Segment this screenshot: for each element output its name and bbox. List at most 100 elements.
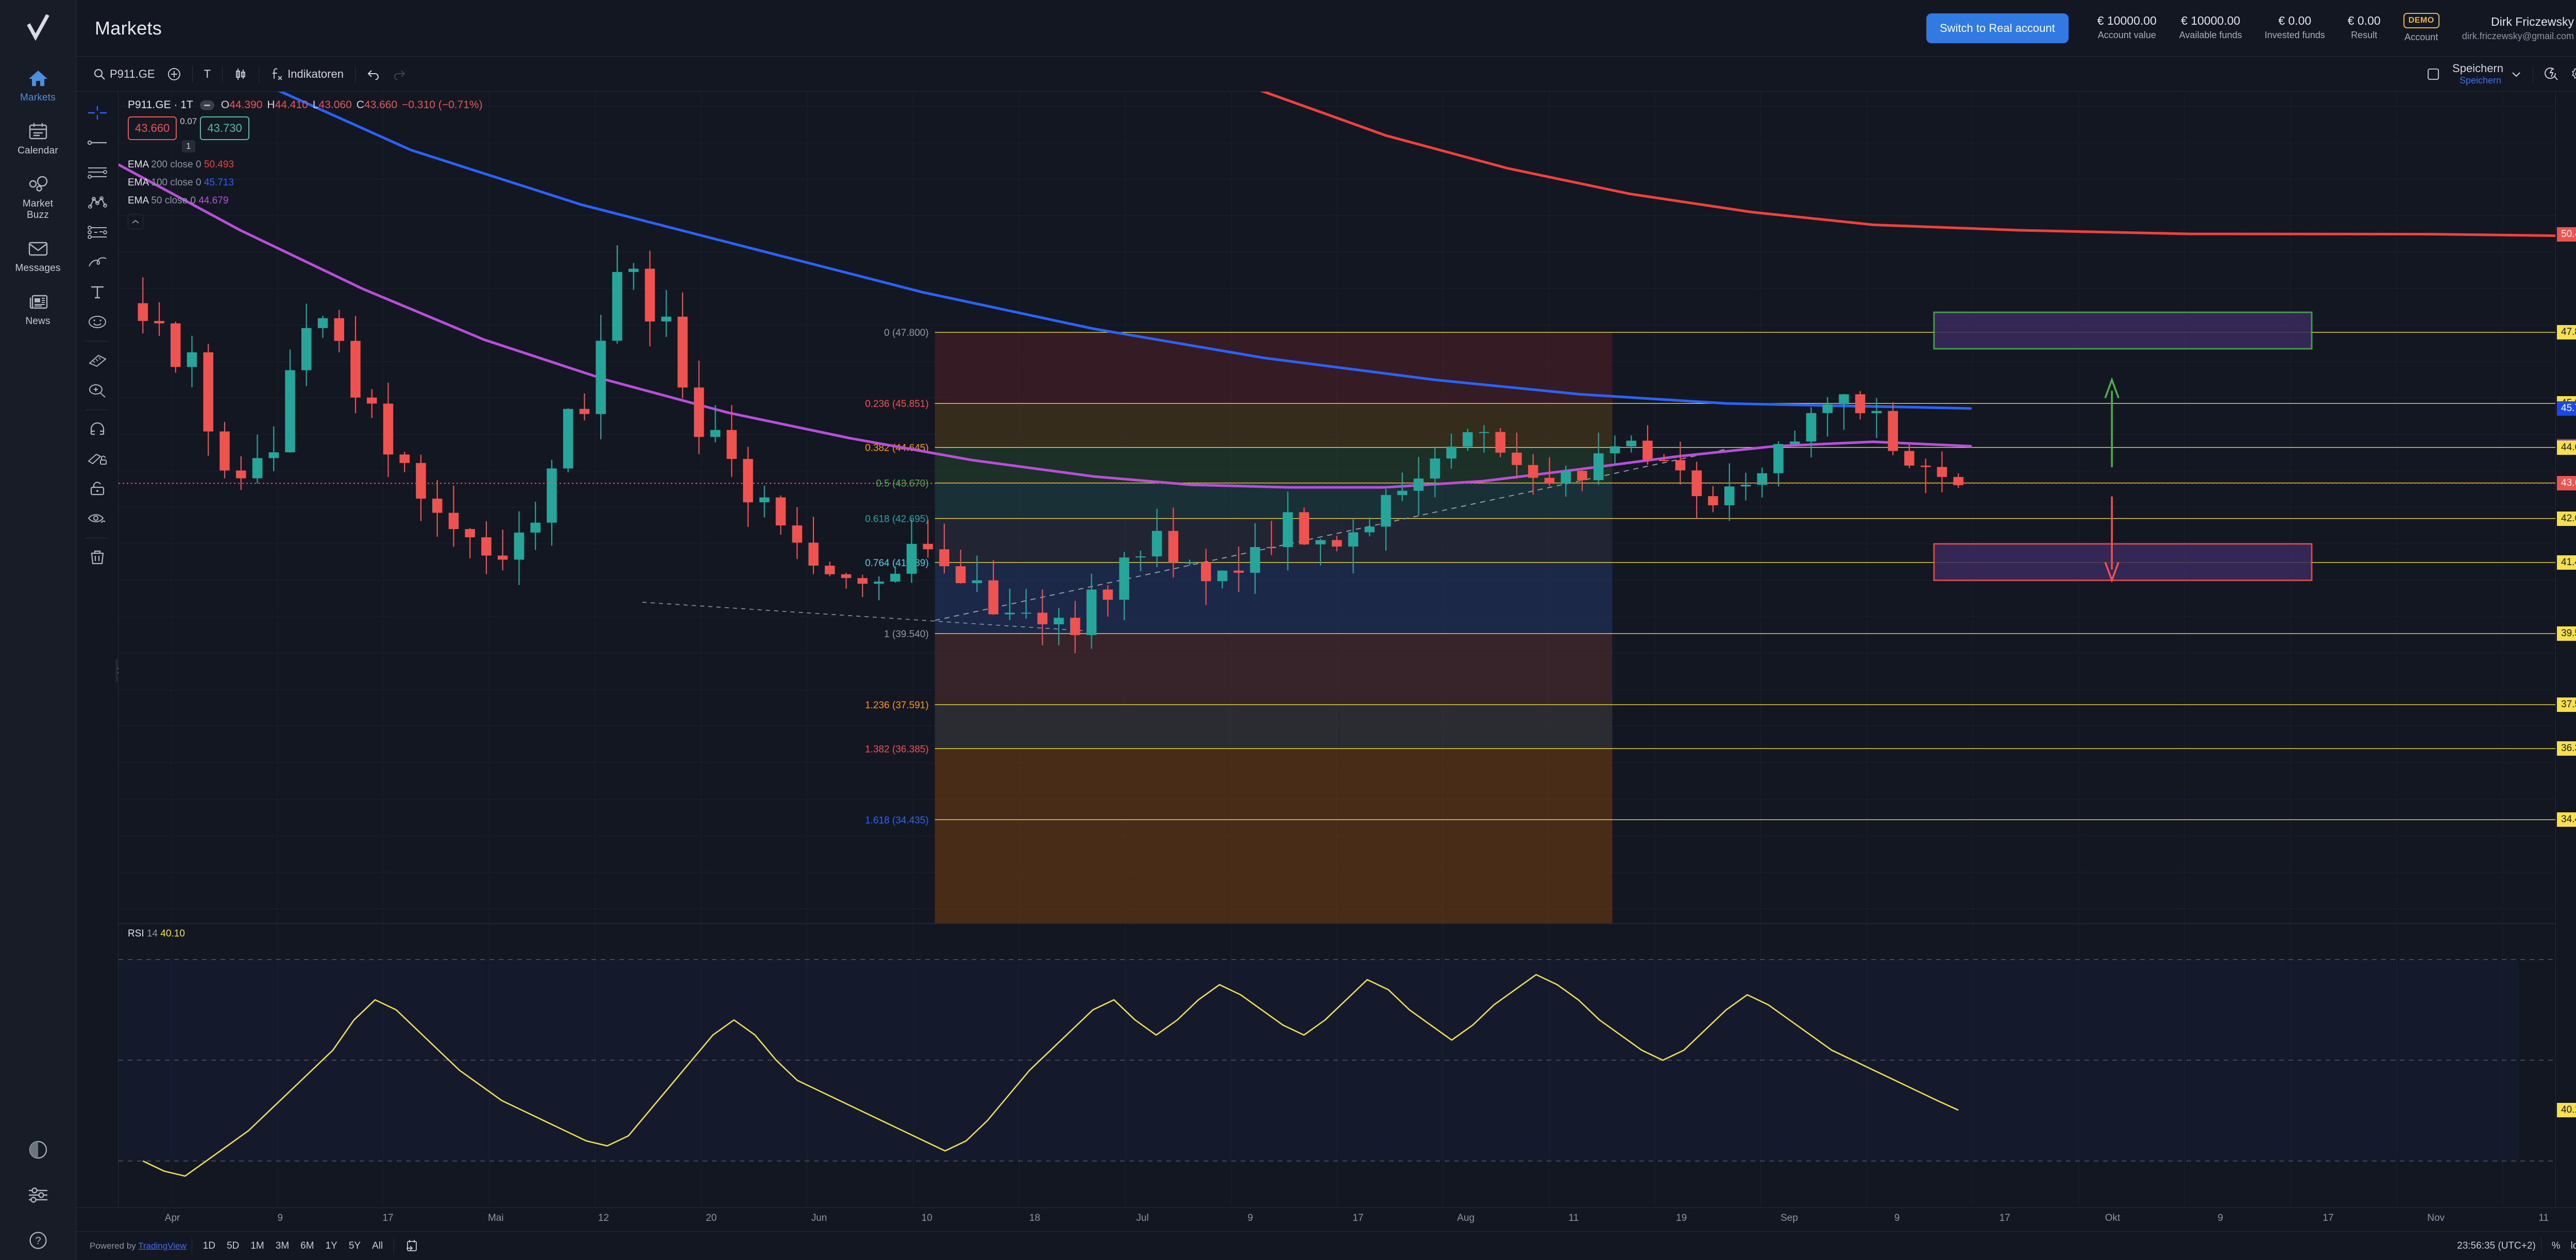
sidebar-item-markets[interactable]: Markets	[0, 60, 76, 113]
rsi-name: RSI	[128, 928, 144, 939]
trash-icon[interactable]	[82, 542, 112, 572]
horizontal-lines-icon[interactable]	[82, 158, 112, 188]
price-badge-ema200[interactable]: 50.493	[2557, 227, 2576, 242]
sidebar-item-news[interactable]: News	[0, 283, 76, 336]
pitchfork-icon[interactable]	[82, 188, 112, 217]
app-logo-icon[interactable]	[26, 13, 50, 42]
trendline-icon[interactable]	[82, 128, 112, 158]
switch-to-real-account-button[interactable]: Switch to Real account	[1926, 13, 2069, 43]
price-badge-fib[interactable]: 37.591	[2557, 697, 2576, 712]
time-tick: 19	[1676, 1213, 1687, 1223]
chart-plot[interactable]: P911.GE · 1T O44.390 H44.410 L43.060 C43…	[118, 92, 2555, 1207]
zoom-in-icon[interactable]	[82, 376, 112, 405]
range-all[interactable]: All	[372, 1240, 383, 1251]
time-tick: 11	[2538, 1213, 2549, 1223]
legend-ema-100[interactable]: EMA 100 close 0 45.713	[128, 177, 483, 189]
user-menu[interactable]: Dirk Friczewsky dirk.friczewsky@gmail.co…	[2462, 14, 2576, 43]
add-symbol-button[interactable]	[161, 64, 187, 84]
rsi-legend[interactable]: RSI 14 40.10	[128, 928, 185, 940]
fib-retracement-icon[interactable]	[82, 217, 112, 247]
lock-icon[interactable]	[82, 474, 112, 504]
time-tick: 9	[1894, 1213, 1900, 1223]
svg-text:0.618 (42.695): 0.618 (42.695)	[865, 514, 929, 525]
sliders-icon[interactable]	[28, 1187, 48, 1203]
ema-name: EMA	[128, 177, 149, 188]
layout-button[interactable]	[2420, 64, 2446, 84]
tradingview-link[interactable]: TradingView	[138, 1240, 187, 1251]
price-badge-fib[interactable]: 47.800	[2557, 325, 2576, 340]
range-6m[interactable]: 6M	[300, 1240, 314, 1251]
bubbles-icon	[27, 174, 49, 195]
replay-search-icon	[2545, 67, 2558, 81]
ema-name: EMA	[128, 159, 149, 170]
price-scale[interactable]: 54.00053.00052.00051.00050.00049.00048.0…	[2555, 92, 2576, 1207]
crosshair-icon[interactable]	[82, 98, 112, 128]
time-axis[interactable]: Apr 9 17 Mai 12 20 Jun 10 18 Jul 9 17 Aug 11 19 Sep 9 17 O…	[76, 1207, 2576, 1231]
sidebar-item-calendar[interactable]: Calendar	[0, 113, 76, 166]
redo-button[interactable]	[386, 65, 412, 83]
save-layout-button[interactable]: Speichern Speichern	[2446, 60, 2528, 88]
chart-canvas[interactable]: 0 (47.800) 0.236 (45.851) 0.382 (44.645) 0.…	[118, 92, 2555, 1207]
emoji-icon[interactable]	[82, 307, 112, 337]
symbol-search-button[interactable]: P911.GE	[88, 64, 161, 84]
time-tick: 10	[921, 1213, 933, 1223]
text-tool-icon[interactable]	[82, 277, 112, 307]
range-1y[interactable]: 1Y	[325, 1240, 337, 1251]
envelope-icon	[28, 239, 48, 259]
ohlc-key-h: H	[267, 99, 275, 111]
range-5y[interactable]: 5Y	[348, 1240, 361, 1251]
goto-date-icon[interactable]	[399, 1237, 424, 1255]
ask-price[interactable]: 43.730	[200, 116, 249, 140]
rsi-value-badge[interactable]: 40.10	[2557, 1103, 2576, 1118]
price-badge-fib[interactable]: 44.645	[2557, 440, 2576, 455]
interval-button[interactable]: T	[198, 64, 217, 84]
price-badge-last-price[interactable]: 43.660	[2557, 476, 2576, 491]
price-badge-fib[interactable]: 39.540	[2557, 626, 2576, 641]
time-tick: 17	[2323, 1213, 2334, 1223]
time-tick: 11	[1568, 1213, 1579, 1223]
price-badge-fib[interactable]: 36.385	[2557, 741, 2576, 756]
range-1m[interactable]: 1M	[250, 1240, 264, 1251]
price-badge-fib[interactable]: 41.489	[2557, 555, 2576, 570]
scale-log-button[interactable]: log	[2570, 1240, 2576, 1251]
account-type[interactable]: DEMO Account	[2392, 12, 2451, 44]
replay-button[interactable]	[2538, 64, 2565, 84]
collapse-legend-button[interactable]	[128, 214, 143, 229]
ema-params: 200 close 0	[151, 159, 201, 170]
brush-icon[interactable]	[82, 247, 112, 277]
undo-button[interactable]	[361, 65, 386, 83]
save-sublabel: Speichern	[2459, 75, 2501, 86]
chart-style-button[interactable]	[228, 64, 253, 84]
rsi-value: 40.10	[160, 928, 185, 939]
theme-toggle-icon[interactable]	[29, 1140, 47, 1159]
ohlc-key-o: O	[221, 99, 230, 111]
drawing-mode-lock-icon[interactable]	[82, 444, 112, 474]
price-badge-ema100[interactable]: 45.713	[2557, 401, 2576, 416]
metric-value: € 0.00	[2347, 13, 2381, 27]
sidebar-item-market-buzz[interactable]: Market Buzz	[0, 166, 76, 230]
legend-ema-200[interactable]: EMA 200 close 0 50.493	[128, 159, 483, 171]
measure-ruler-icon[interactable]	[82, 346, 112, 376]
range-3m[interactable]: 3M	[275, 1240, 290, 1251]
price-badge-fib[interactable]: 42.695	[2557, 511, 2576, 526]
hide-drawings-icon[interactable]	[82, 504, 112, 534]
metric-label: Invested funds	[2264, 29, 2325, 40]
ema-params: 100 close 0	[151, 177, 201, 188]
rsi-length: 14	[146, 928, 158, 939]
magnet-icon[interactable]	[82, 414, 112, 444]
help-icon[interactable]: ?	[29, 1231, 47, 1250]
candlestick-icon	[234, 67, 247, 81]
legend-ema-50[interactable]: EMA 50 close 0 44.679	[128, 195, 483, 207]
range-1d[interactable]: 1D	[202, 1240, 216, 1251]
eye-toggle-icon[interactable]	[199, 100, 214, 110]
scale-percent-button[interactable]: %	[2551, 1240, 2561, 1251]
bid-price[interactable]: 43.660	[128, 116, 177, 140]
range-5d[interactable]: 5D	[227, 1240, 240, 1251]
sidebar-item-messages[interactable]: Messages	[0, 230, 76, 283]
time-tick: 17	[1352, 1213, 1364, 1223]
price-badge-fib[interactable]: 34.435	[2557, 812, 2576, 827]
chart-settings-button[interactable]	[2565, 64, 2576, 84]
indicators-button[interactable]: Indikatoren	[264, 64, 350, 84]
svg-text:1.382 (36.385): 1.382 (36.385)	[865, 744, 929, 755]
spread-value: 0.07	[180, 116, 197, 126]
